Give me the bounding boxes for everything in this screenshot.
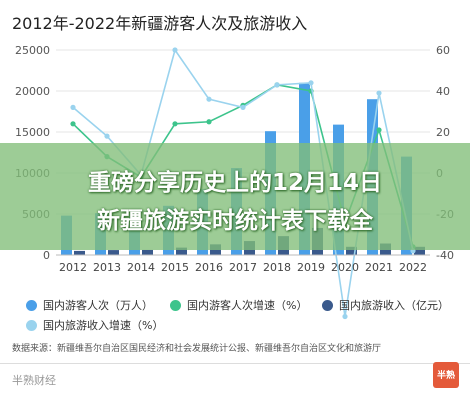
line-point [206, 96, 212, 102]
brand-name: 半熟财经 [12, 374, 56, 387]
banner-line-2: 新疆旅游实时统计表下载全 [97, 208, 373, 234]
x-tick-label: 2021 [365, 261, 393, 274]
legend-swatch-visitors [26, 299, 37, 311]
bar-revenue [346, 246, 357, 255]
x-tick-label: 2012 [59, 261, 87, 274]
x-tick-label: 2013 [93, 261, 121, 274]
legend-label-visitors: 国内游客人次（万人） [43, 299, 153, 312]
bar-revenue [108, 250, 119, 255]
legend-swatch-revenue [322, 299, 333, 311]
right-tick-label: 40 [436, 85, 450, 98]
footer-divider [0, 363, 470, 364]
bar-revenue [74, 250, 85, 255]
right-tick-label: 60 [436, 44, 450, 57]
legend-label-revenue-growth: 国内旅游收入增速（%） [43, 319, 164, 332]
overlay-banner: 重磅分享历史上的12月14日 新疆旅游实时统计表下载全 [0, 143, 470, 250]
banner-line-1: 重磅分享历史上的12月14日 [87, 170, 382, 196]
x-tick-label: 2015 [161, 261, 189, 274]
line-point [206, 119, 212, 125]
legend-item-revenue-growth: 国内旅游收入增速（%） [26, 317, 163, 333]
left-tick-label: 20000 [15, 85, 50, 98]
x-tick-label: 2016 [195, 261, 223, 274]
bar-revenue [176, 247, 187, 255]
line-point [308, 80, 314, 86]
bar-revenue [142, 249, 153, 255]
line-point [70, 104, 76, 110]
legend-label-visitor-growth: 国内游客人次增速（%） [187, 299, 308, 312]
line-point [376, 127, 382, 133]
x-tick-label: 2020 [331, 261, 359, 274]
line-point [104, 133, 110, 139]
line-point [172, 47, 178, 53]
right-tick-label: 20 [436, 126, 450, 139]
legend-item-visitor-growth: 国内游客人次增速（%） [170, 297, 307, 313]
data-source-note: 数据来源：新疆维吾尔自治区国民经济和社会发展统计公报、新疆维吾尔自治区文化和旅游… [12, 344, 382, 354]
line-point [172, 121, 178, 127]
brand-logo-text: 半熟 [436, 371, 455, 381]
legend-swatch-revenue-growth [26, 319, 37, 331]
bar-revenue [414, 246, 425, 255]
x-tick-label: 2017 [229, 261, 257, 274]
line-point [70, 121, 76, 127]
right-tick-label: -40 [436, 249, 454, 262]
left-tick-label: 0 [43, 249, 50, 262]
x-tick-label: 2022 [399, 261, 427, 274]
legend-item-visitors: 国内游客人次（万人） [26, 297, 153, 313]
line-point [274, 82, 280, 88]
line-point [376, 90, 382, 96]
legend-swatch-visitor-growth [170, 299, 181, 311]
x-tick-label: 2018 [263, 261, 291, 274]
legend-label-revenue: 国内旅游收入（亿元） [339, 299, 449, 312]
left-tick-label: 15000 [15, 126, 50, 139]
chart-title: 2012年-2022年新疆游客人次及旅游收入 [12, 14, 308, 33]
legend-item-revenue: 国内旅游收入（亿元） [322, 297, 449, 313]
brand-logo: 半熟 [433, 362, 459, 388]
x-tick-label: 2014 [127, 261, 155, 274]
line-point [342, 313, 348, 320]
line-point [240, 104, 246, 110]
left-tick-label: 25000 [15, 44, 50, 57]
x-tick-label: 2019 [297, 261, 325, 274]
